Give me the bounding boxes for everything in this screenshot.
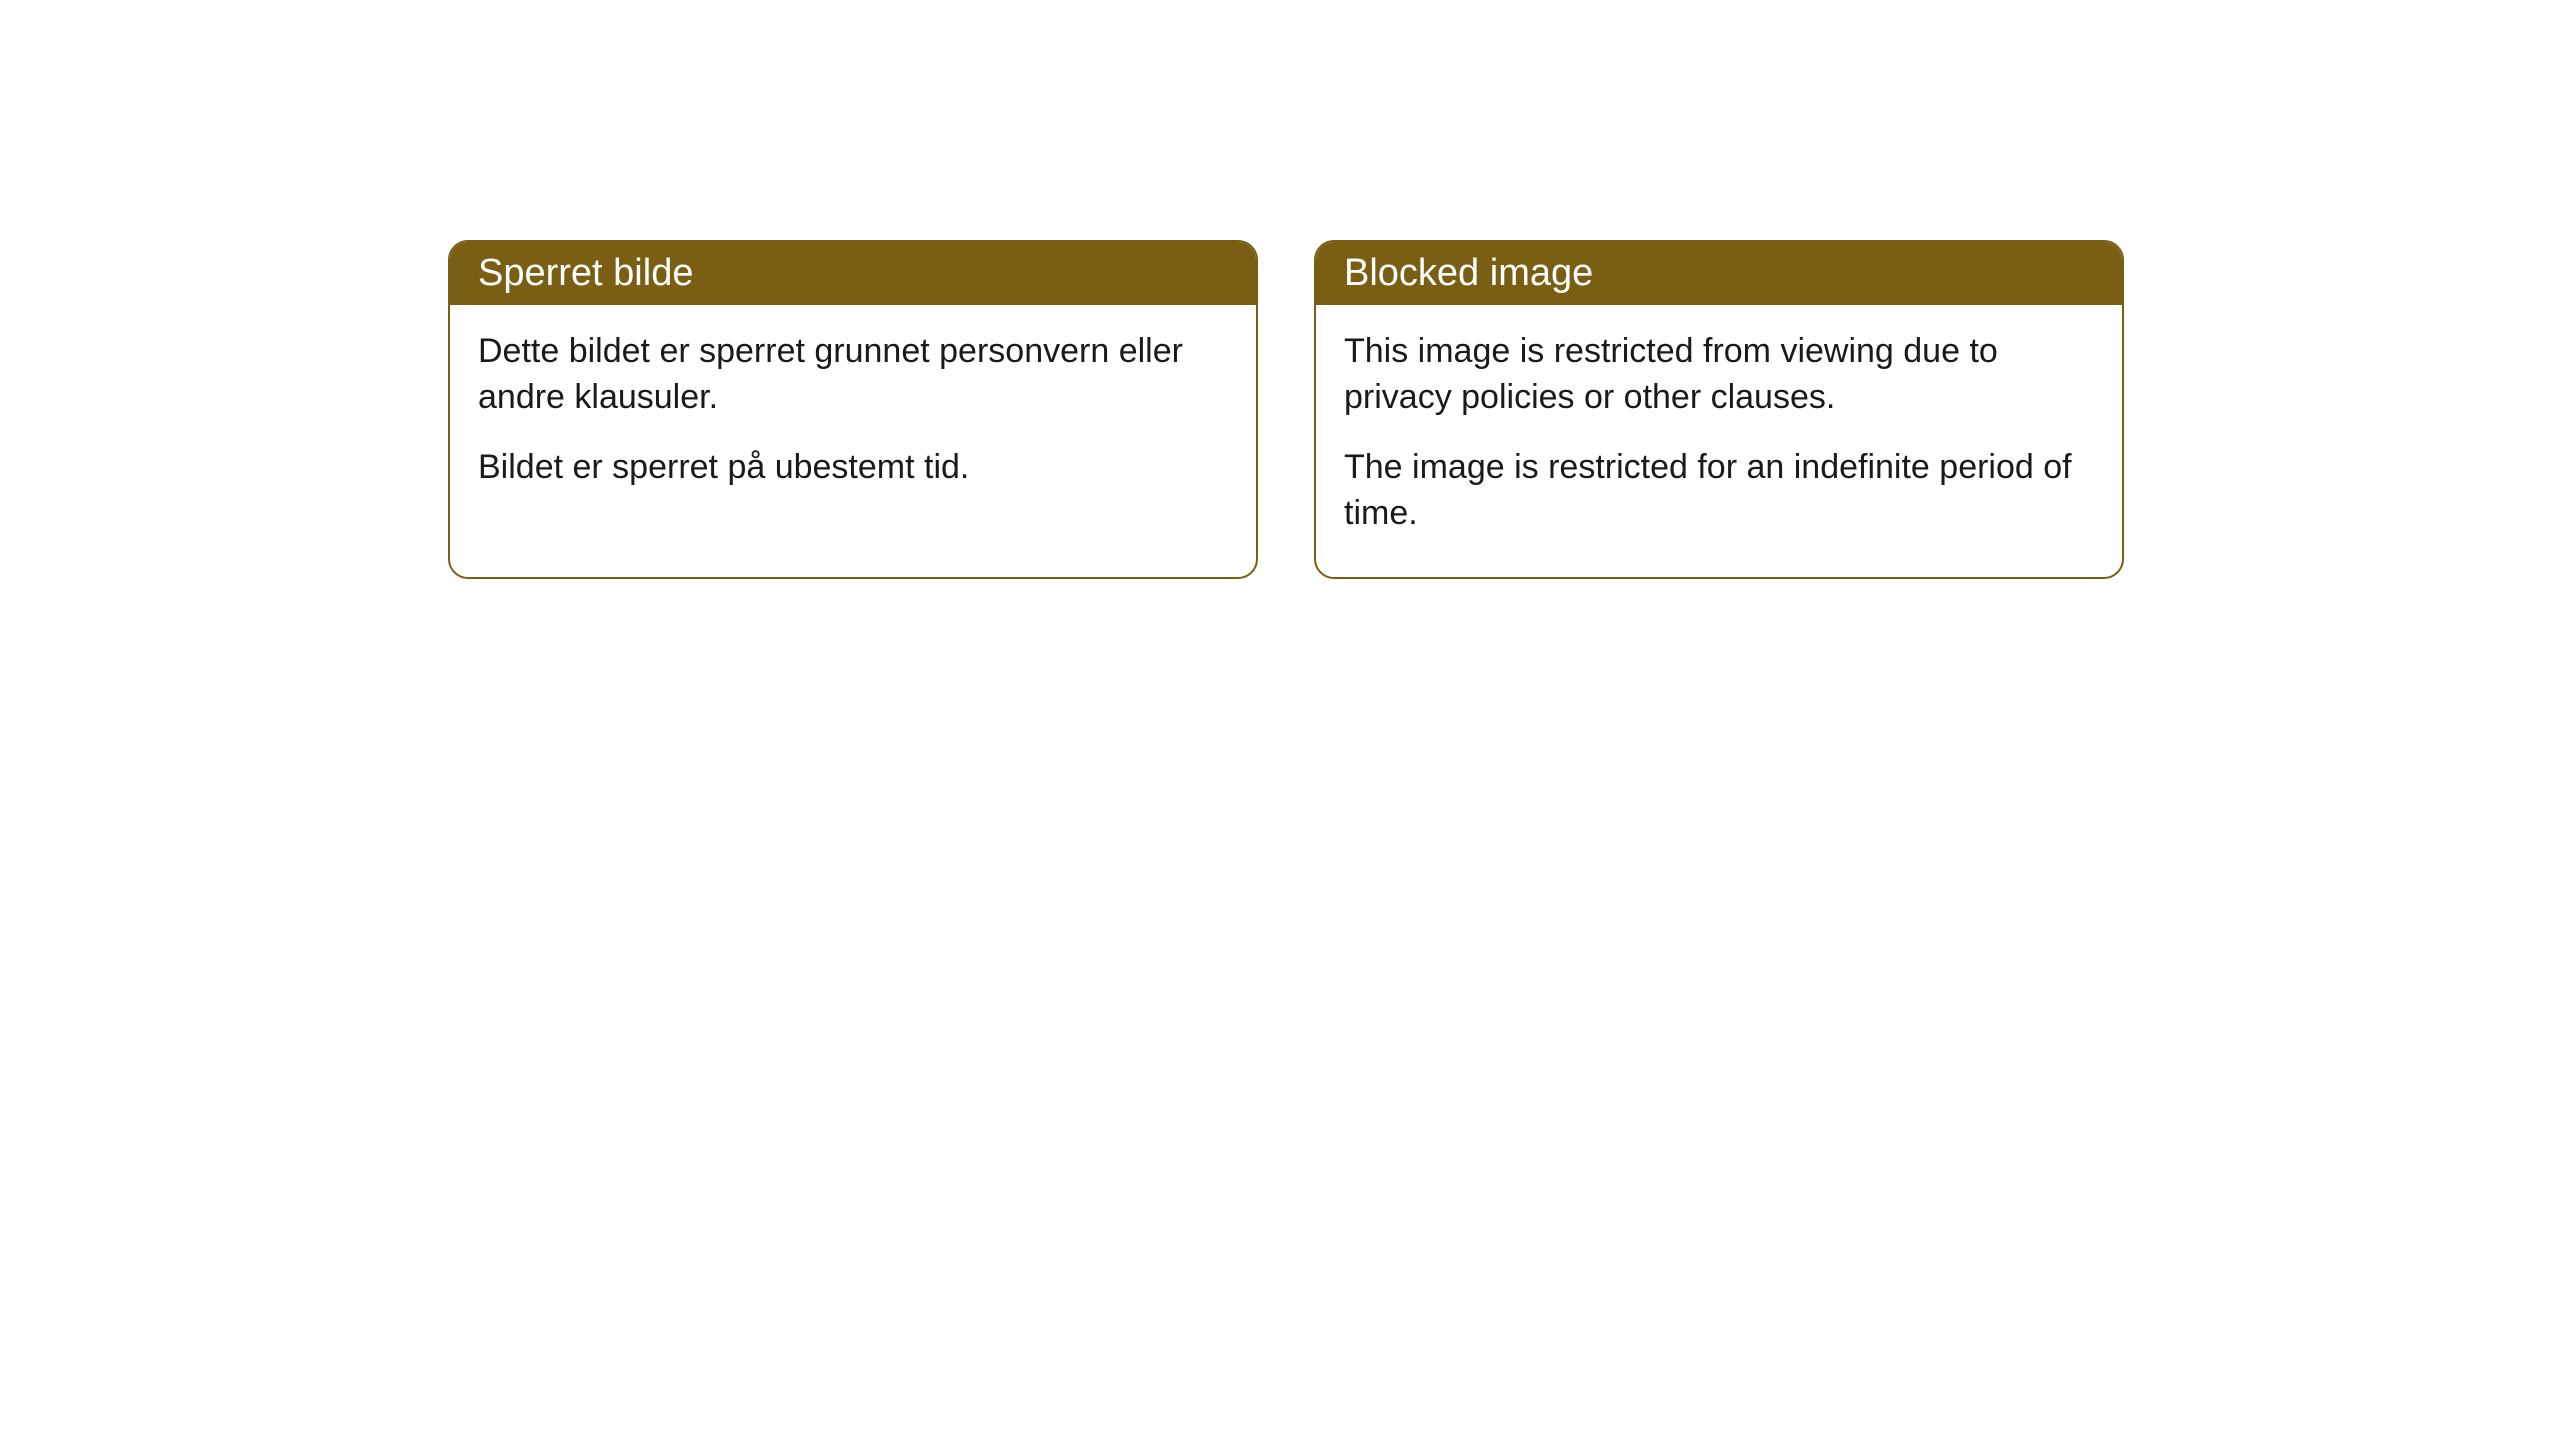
card-paragraph-en-1: This image is restricted from viewing du… [1344, 329, 2094, 421]
card-body-no: Dette bildet er sperret grunnet personve… [450, 305, 1256, 531]
blocked-image-card-no: Sperret bilde Dette bildet er sperret gr… [448, 240, 1258, 579]
blocked-image-card-en: Blocked image This image is restricted f… [1314, 240, 2124, 579]
card-paragraph-no-2: Bildet er sperret på ubestemt tid. [478, 445, 1228, 491]
card-header-no: Sperret bilde [450, 242, 1256, 305]
notice-cards-container: Sperret bilde Dette bildet er sperret gr… [448, 240, 2124, 579]
card-paragraph-en-2: The image is restricted for an indefinit… [1344, 445, 2094, 537]
card-header-en: Blocked image [1316, 242, 2122, 305]
card-body-en: This image is restricted from viewing du… [1316, 305, 2122, 577]
card-paragraph-no-1: Dette bildet er sperret grunnet personve… [478, 329, 1228, 421]
